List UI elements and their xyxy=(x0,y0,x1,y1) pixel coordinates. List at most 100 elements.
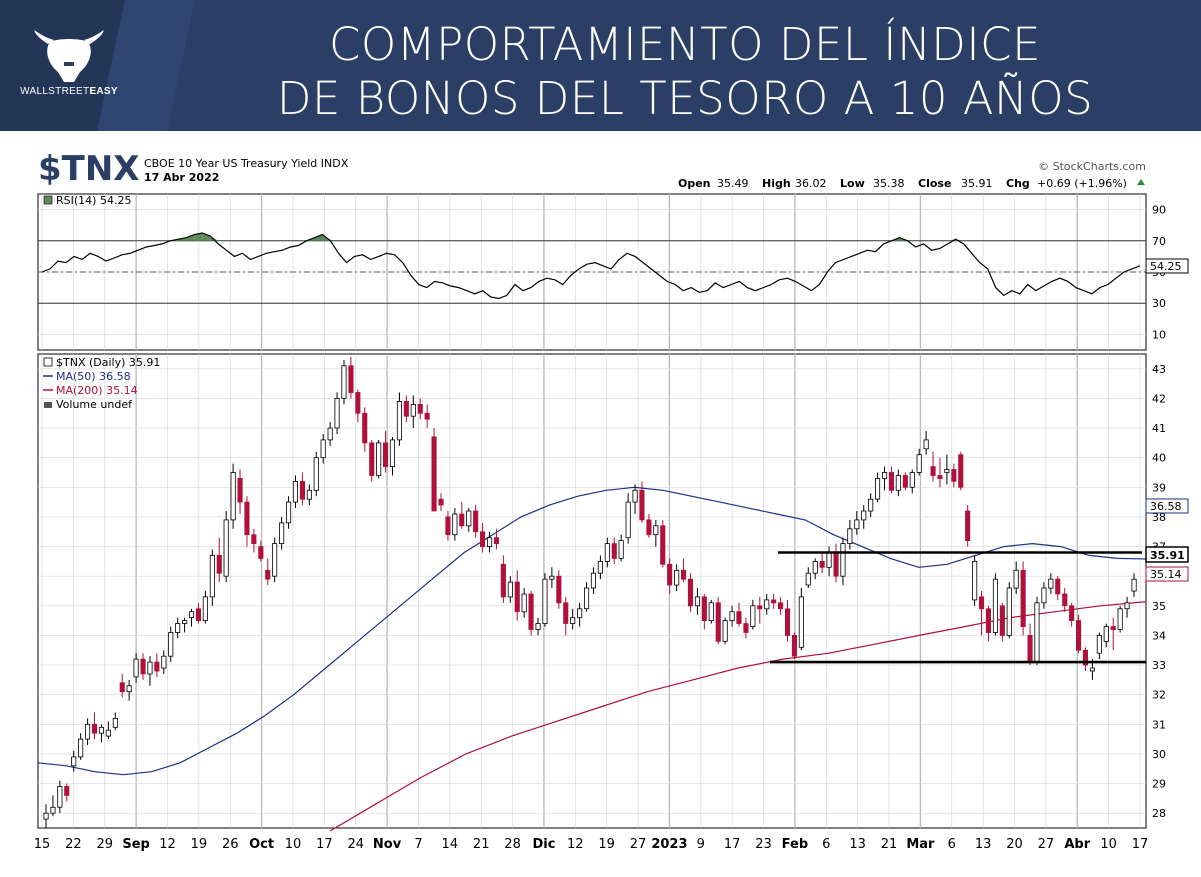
candle-body xyxy=(999,605,1005,636)
open-value: 35.49 xyxy=(717,177,749,190)
candle-body xyxy=(154,661,160,672)
candle-body xyxy=(223,519,229,577)
ma200-last-box xyxy=(1145,566,1189,582)
candle-body xyxy=(521,593,527,613)
candle-body xyxy=(1027,634,1033,663)
candle-body xyxy=(105,729,111,737)
candle-body xyxy=(840,543,846,577)
x-tick-label: 12 xyxy=(159,837,176,852)
candle-body xyxy=(708,602,714,621)
x-tick-label: 17 xyxy=(724,837,741,852)
symbol-title: $TNX xyxy=(38,149,140,189)
candle-body xyxy=(937,475,943,479)
candle-body xyxy=(126,685,132,693)
rsi-line xyxy=(41,232,1141,300)
x-tick-label: 21 xyxy=(473,837,490,852)
candle-body xyxy=(133,658,139,678)
x-tick-label: 13 xyxy=(849,837,866,852)
candle-body xyxy=(805,572,811,586)
candle-body xyxy=(1096,634,1102,654)
rsi-y-tick-label: 10 xyxy=(1152,328,1166,341)
x-tick-label: 7 xyxy=(414,837,422,852)
candle-body xyxy=(895,475,901,491)
candle-body xyxy=(653,525,659,536)
candle-body xyxy=(431,436,437,512)
x-tick-label: 10 xyxy=(1100,837,1117,852)
candle-body xyxy=(625,501,631,539)
x-tick-label: 6 xyxy=(822,837,830,852)
candle-body xyxy=(916,454,922,473)
price-panel-frame xyxy=(37,353,1147,829)
candle-body xyxy=(646,519,652,536)
candle-body xyxy=(64,786,70,796)
candle-body xyxy=(182,620,188,625)
candle-body xyxy=(1048,578,1054,589)
candle-body xyxy=(1006,587,1012,636)
price-y-tick-label: 35 xyxy=(1152,600,1166,613)
candle-body xyxy=(535,623,541,630)
candle-body xyxy=(216,554,222,574)
candle-body xyxy=(681,569,687,580)
candle-body xyxy=(459,513,465,527)
x-tick-label: 21 xyxy=(881,837,898,852)
candle-body xyxy=(1013,569,1019,589)
candle-body xyxy=(92,723,98,734)
candle-body xyxy=(98,726,105,734)
candle-body xyxy=(639,489,645,521)
ma200-legend-label: MA(200) 35.14 xyxy=(56,384,138,397)
x-tick-label: 6 xyxy=(948,837,956,852)
candle-body xyxy=(507,581,513,598)
candle-body xyxy=(965,510,971,542)
candle-body xyxy=(992,578,998,633)
x-axis-ticks: 15 22 29 Sep 12 19 26 Oct 10 17 24 Nov 7 14 21 28 Dic 12 1… xyxy=(34,837,1149,852)
x-tick-label: 27 xyxy=(1038,837,1055,852)
candle-body xyxy=(320,439,326,459)
candle-body xyxy=(951,469,957,482)
candle-body xyxy=(369,442,375,476)
candle-body xyxy=(452,513,458,536)
candle-body xyxy=(847,528,853,544)
candle-body xyxy=(1082,649,1089,666)
candle-body xyxy=(694,596,700,607)
price-y-tick-label: 31 xyxy=(1152,718,1166,731)
candle-body xyxy=(701,596,707,621)
close-label: Close xyxy=(918,177,951,190)
candle-body xyxy=(861,510,867,521)
candle-body xyxy=(687,578,693,607)
x-tick-label: 29 xyxy=(96,837,113,852)
candle-body xyxy=(563,602,569,624)
banner-title-line1: COMPORTAMIENTO DEL ÍNDICE xyxy=(328,18,1042,71)
candle-body xyxy=(722,620,728,642)
candle-body xyxy=(230,472,236,521)
candle-body xyxy=(549,575,555,580)
ma50-line xyxy=(37,486,1147,776)
candle-body xyxy=(389,439,395,467)
candle-body xyxy=(791,634,797,657)
candle-body xyxy=(237,477,243,503)
candle-body xyxy=(195,608,202,621)
candle-body xyxy=(292,480,298,503)
candle-body xyxy=(258,546,264,559)
x-tick-label: 13 xyxy=(975,837,992,852)
candle-body xyxy=(944,469,950,473)
candle-body xyxy=(43,812,49,820)
candle-body xyxy=(979,596,985,610)
candle-body xyxy=(341,365,347,399)
candle-body xyxy=(279,522,285,544)
candle-body xyxy=(1062,593,1068,607)
ma50-last-box xyxy=(1145,498,1189,514)
price-y-ticks: 28293031323334353637383940414243 xyxy=(1152,363,1166,820)
candle-body xyxy=(403,400,409,417)
candle-body xyxy=(1034,602,1040,663)
rsi-last-value-box xyxy=(1145,258,1189,274)
candle-body xyxy=(985,608,991,633)
candle-body xyxy=(285,501,292,524)
logo-text-b: EASY xyxy=(89,86,118,97)
candle-body xyxy=(743,623,749,633)
candle-body xyxy=(299,480,305,500)
candle-body xyxy=(1110,626,1116,631)
rsi-legend: RSI(14) 54.25 xyxy=(56,194,131,207)
candle-body xyxy=(1076,620,1082,651)
candle-body xyxy=(188,611,195,619)
candle-body xyxy=(514,581,520,613)
